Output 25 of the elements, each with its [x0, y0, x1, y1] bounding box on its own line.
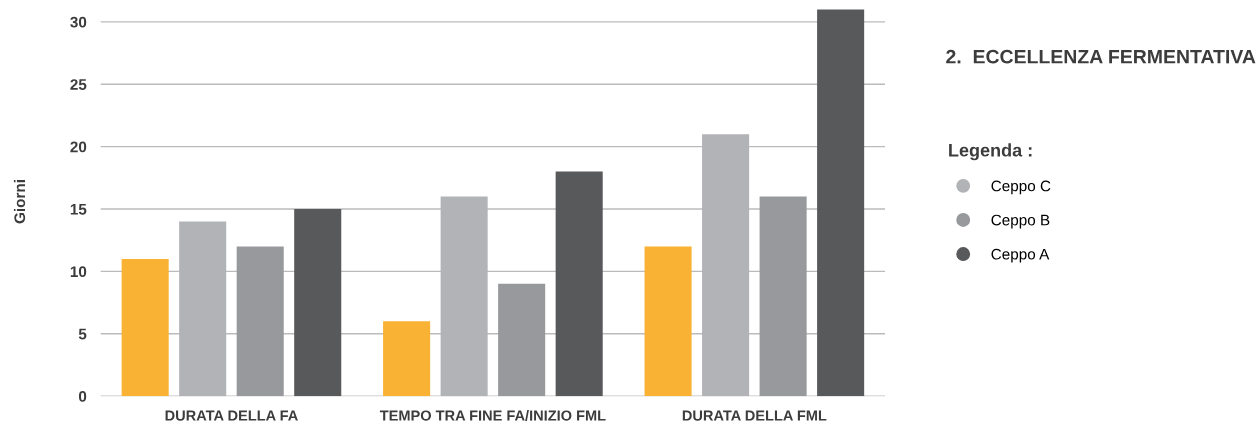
legend-label: Ceppo B: [991, 214, 1050, 229]
legend-label: Ceppo A: [991, 248, 1050, 263]
bar: [121, 258, 169, 397]
bar: [644, 246, 692, 397]
y-tick-label: 30: [70, 16, 87, 28]
x-tick-label: DURATA DELLA FA: [165, 410, 298, 421]
y-tick-label: 15: [70, 204, 87, 215]
text: 2. ECCELLENZA FERMENTATIVA: [946, 49, 1256, 64]
x-tick-label: TEMPO TRA FINE FA/INIZIO FML: [379, 410, 606, 421]
x-tick-label: DURATA DELLA FML: [682, 410, 827, 421]
y-tick-label: 10: [70, 266, 87, 278]
y-tick-label: 20: [70, 141, 87, 153]
bar: [294, 209, 342, 397]
y-tick-label: 0: [78, 391, 87, 402]
bar: [555, 171, 603, 397]
bar: [817, 9, 865, 397]
legend-label: Ceppo C: [991, 180, 1051, 195]
bar: [236, 246, 284, 397]
bar: [759, 196, 807, 397]
y-tick-label: 5: [78, 328, 87, 340]
bar: [383, 321, 431, 397]
y-axis-title: Giorni: [13, 180, 26, 224]
bar: [498, 283, 546, 397]
y-tick-label: 25: [70, 79, 87, 90]
legend-title: Legenda :: [949, 143, 1032, 161]
